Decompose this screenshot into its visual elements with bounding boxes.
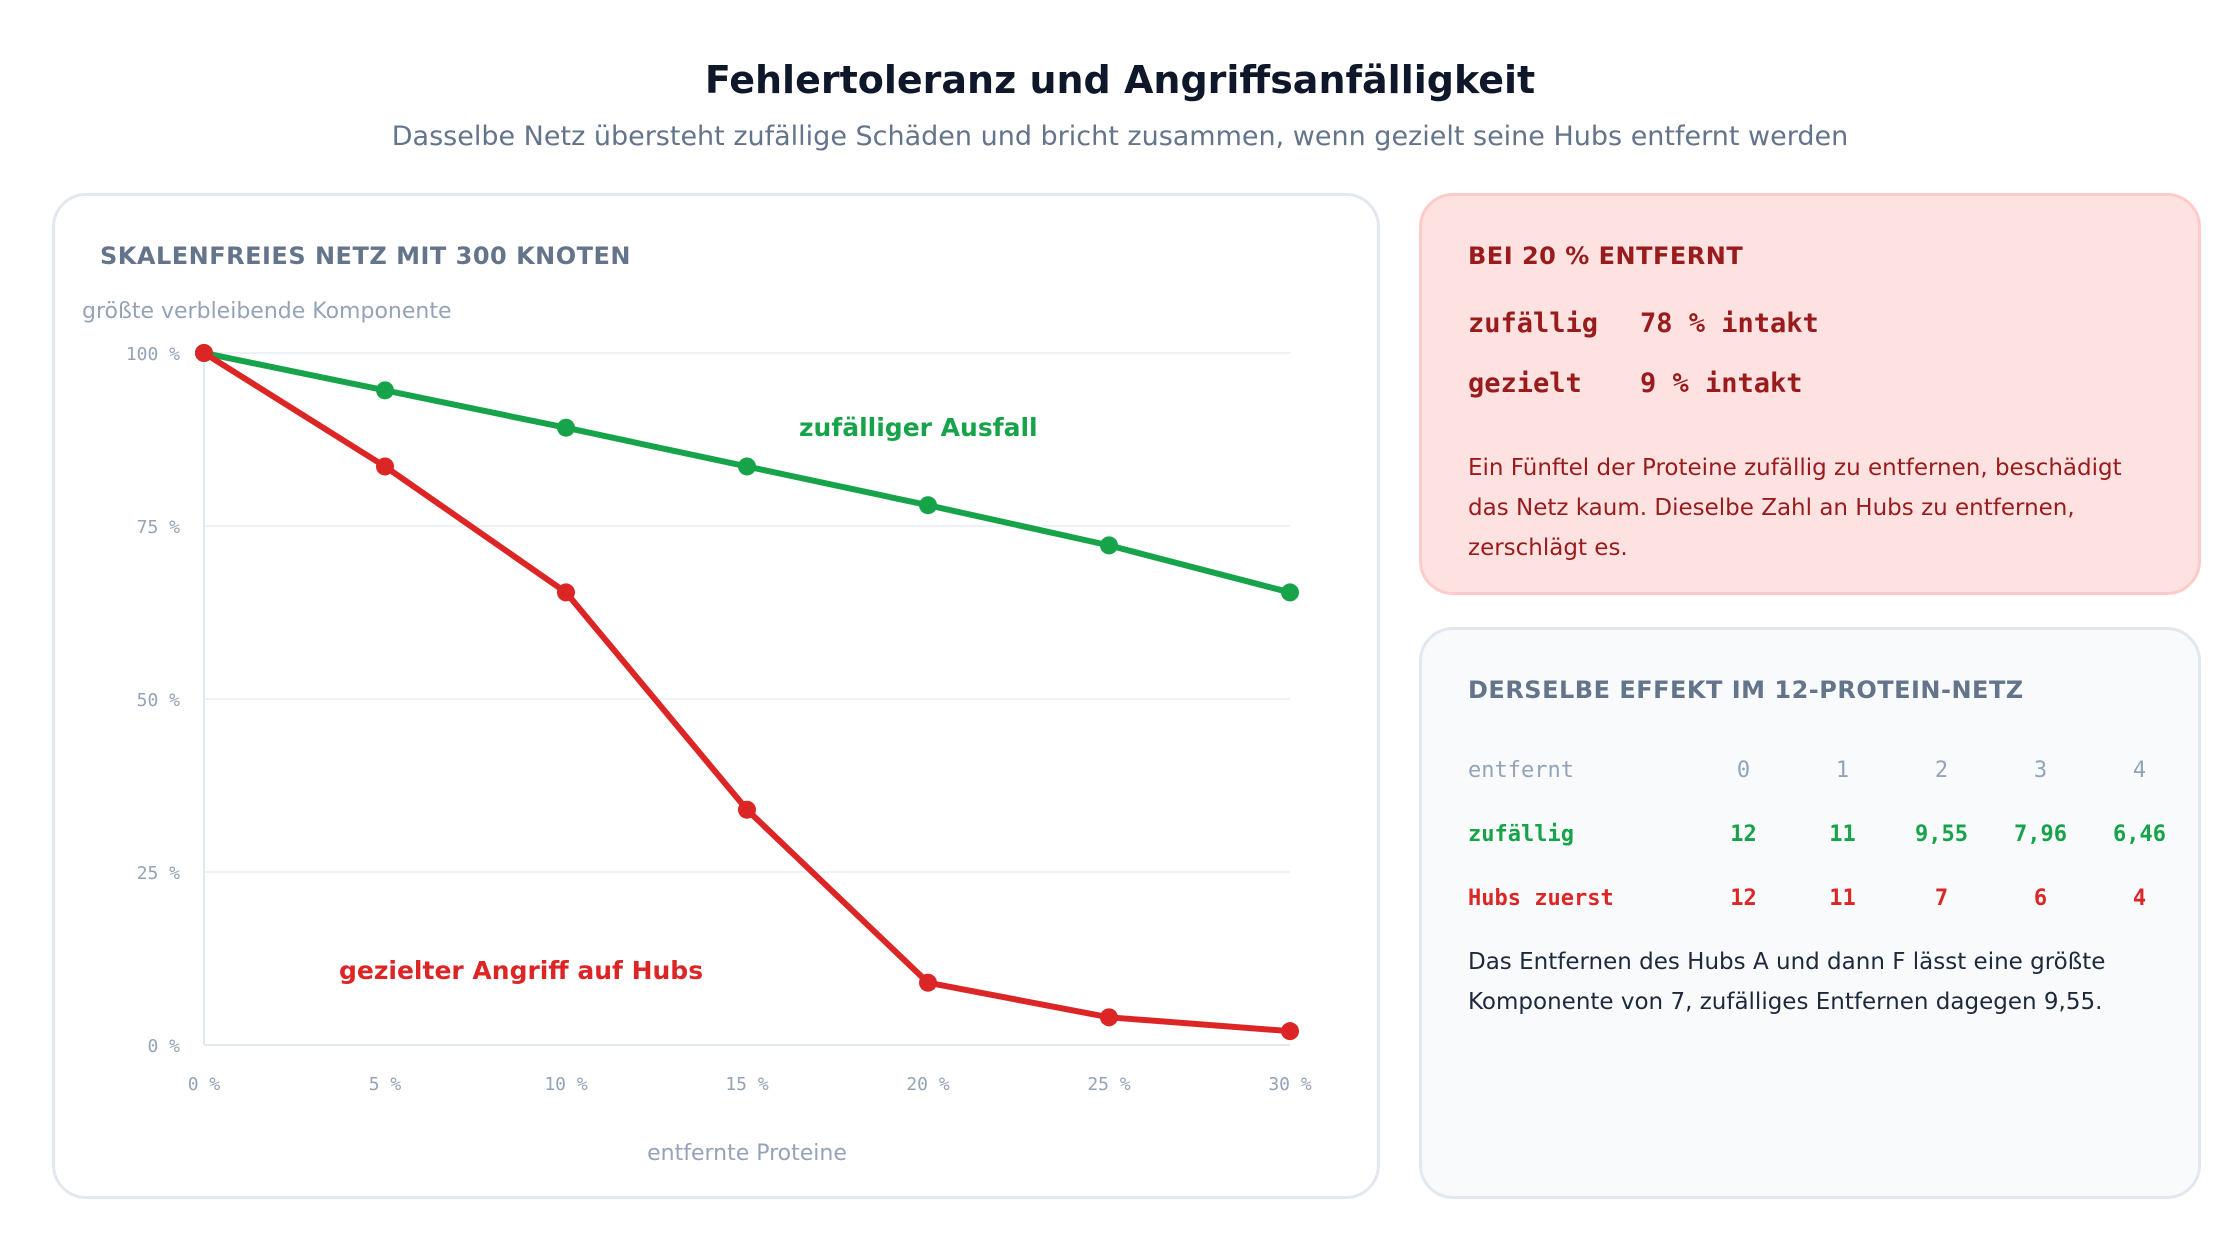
data-point	[557, 583, 575, 602]
effect-card: DERSELBE EFFEKT IM 12-PROTEIN-NETZ entfe…	[1419, 627, 2201, 1199]
data-point	[195, 344, 213, 362]
chart-card-heading: SKALENFREIES NETZ MIT 300 KNOTEN	[100, 242, 632, 270]
y-tick-label: 0 %	[147, 1036, 180, 1057]
row-label-removed: entfernt	[1468, 757, 1574, 783]
data-point	[1281, 1022, 1299, 1041]
x-tick-label: 15 %	[725, 1074, 769, 1095]
stat-random-value: 78 % intakt	[1640, 308, 1819, 339]
data-point	[1100, 536, 1118, 555]
data-point	[738, 800, 756, 819]
table-cell: 11	[1829, 885, 1856, 911]
y-tick-label: 75 %	[137, 517, 181, 538]
row-label-hubs: Hubs zuerst	[1468, 885, 1614, 911]
table-cell: 1	[1835, 757, 1850, 783]
stat-targeted-value: 9 % intakt	[1640, 368, 1803, 399]
x-tick-label: 5 %	[369, 1074, 402, 1095]
table-cell: 9,55	[1915, 821, 1968, 847]
data-point	[919, 496, 937, 515]
table-row-removed: entfernt 0 1 2 3 4	[1468, 738, 2189, 802]
x-axis-label: entfernte Proteine	[647, 1141, 847, 1166]
series-label-targeted: gezielter Angriff auf Hubs	[339, 956, 703, 985]
effect-note: Das Entfernen des Hubs A und dann F läss…	[1468, 949, 2106, 1015]
stat-random-label: zufällig	[1468, 308, 1599, 339]
stat-targeted-label: gezielt	[1468, 368, 1582, 399]
series-line-1	[201, 350, 1293, 1035]
summary-card-heading: BEI 20 % ENTFERNT	[1468, 242, 1744, 270]
data-point	[1100, 1008, 1118, 1027]
table-cell: 6,46	[2113, 821, 2166, 847]
table-cell: 12	[1730, 821, 1757, 847]
table-cell: 7	[1934, 885, 1949, 911]
table-cell: 6	[2033, 885, 2048, 911]
series-label-random: zufälliger Ausfall	[799, 413, 1038, 442]
chart-card: SKALENFREIES NETZ MIT 300 KNOTEN größte …	[52, 193, 1380, 1199]
table-cell: 4	[2132, 757, 2147, 783]
x-tick-label: 10 %	[544, 1074, 588, 1095]
y-tick-label: 100 %	[126, 344, 180, 365]
summary-card: BEI 20 % ENTFERNT zufällig 78 % intakt ge…	[1419, 193, 2201, 595]
page-subtitle: Dasselbe Netz übersteht zufällige Schäde…	[391, 121, 1849, 152]
data-point	[376, 381, 394, 400]
line-chart: größte verbleibende Komponente 0 % 25 % 50 …	[82, 299, 1312, 1166]
effect-card-heading: DERSELBE EFFEKT IM 12-PROTEIN-NETZ	[1468, 676, 2024, 704]
x-tick-label: 20 %	[906, 1074, 950, 1095]
stat-targeted: gezielt 9 % intakt	[1468, 368, 1803, 399]
table-cell: 7,96	[2014, 821, 2067, 847]
table-row-hubs: Hubs zuerst 12 11 7 6 4	[1468, 866, 2189, 930]
x-tick-label: 25 %	[1087, 1074, 1131, 1095]
summary-note: Ein Fünftel der Proteine zufällig zu ent…	[1468, 455, 2122, 561]
table-cell: 12	[1730, 885, 1757, 911]
page-title: Fehlertoleranz und Angriffsanfälligkeit	[704, 58, 1536, 102]
y-tick-label: 50 %	[137, 690, 181, 711]
table-cell: 2	[1934, 757, 1949, 783]
data-point	[557, 418, 575, 437]
y-axis-label: größte verbleibende Komponente	[82, 299, 452, 324]
table-cell: 3	[2033, 757, 2048, 783]
data-point	[376, 457, 394, 476]
effect-table: entfernt 0 1 2 3 4 zufällig 12 11 9,55 7…	[1468, 738, 2189, 930]
x-tick-label: 0 %	[188, 1074, 221, 1095]
row-label-random: zufällig	[1468, 821, 1574, 847]
table-cell: 4	[2132, 885, 2147, 911]
data-point	[919, 973, 937, 992]
table-row-random: zufällig 12 11 9,55 7,96 6,46	[1468, 802, 2189, 866]
table-cell: 11	[1829, 821, 1856, 847]
stat-random: zufällig 78 % intakt	[1468, 308, 1819, 339]
data-point	[738, 457, 756, 476]
y-tick-label: 25 %	[137, 863, 181, 884]
data-point	[1281, 583, 1299, 602]
table-cell: 0	[1736, 757, 1751, 783]
x-tick-label: 30 %	[1268, 1074, 1312, 1095]
